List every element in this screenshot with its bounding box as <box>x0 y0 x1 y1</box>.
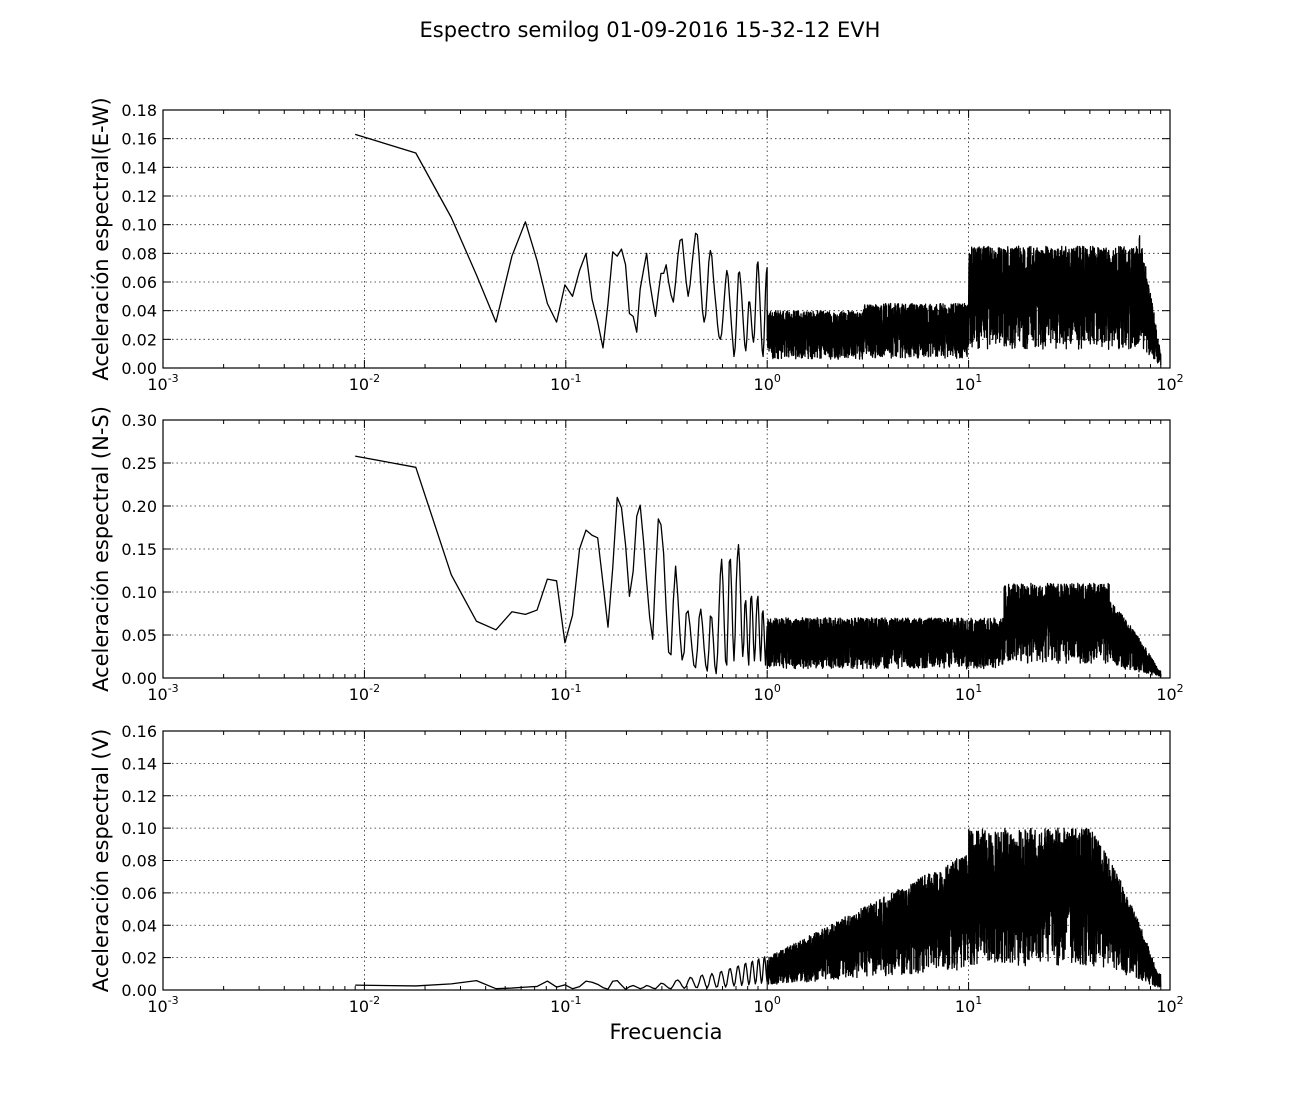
y-tick-label: 0.05 <box>121 626 157 645</box>
y-tick-label: 0.06 <box>121 273 157 292</box>
x-tick-label: 100 <box>754 994 781 1016</box>
spectrum-line <box>355 455 1162 678</box>
y-tick-label: 0.00 <box>121 359 157 378</box>
x-tick-label: 100 <box>754 372 781 394</box>
x-tick-label: 10-2 <box>349 372 380 394</box>
y-tick-label: 0.16 <box>121 722 157 741</box>
y-axis-label: Aceleración espectral (V) <box>89 729 113 993</box>
y-tick-label: 0.08 <box>121 244 157 263</box>
x-tick-label: 10-2 <box>349 682 380 704</box>
x-tick-label: 10-1 <box>550 372 581 394</box>
x-tick-label: 101 <box>955 994 982 1016</box>
y-tick-label: 0.02 <box>121 330 157 349</box>
x-tick-label: 100 <box>754 682 781 704</box>
x-tick-label: 101 <box>955 682 982 704</box>
y-tick-label: 0.02 <box>121 949 157 968</box>
axes-frame <box>162 419 1171 679</box>
y-tick-label: 0.00 <box>121 669 157 688</box>
x-axis-label: Frecuencia <box>610 1020 723 1044</box>
y-tick-label: 0.04 <box>121 916 157 935</box>
x-tick-label: 10-3 <box>147 994 178 1016</box>
x-tick-label: 10-3 <box>147 372 178 394</box>
y-tick-label: 0.12 <box>121 187 157 206</box>
y-tick-label: 0.00 <box>121 981 157 1000</box>
y-tick-label: 0.10 <box>121 216 157 235</box>
x-tick-label: 102 <box>1156 994 1183 1016</box>
y-tick-label: 0.06 <box>121 884 157 903</box>
axes-frame <box>162 730 1171 991</box>
y-axis-label: Aceleración espectral (N-S) <box>89 406 113 692</box>
figure-title: Espectro semilog 01-09-2016 15-32-12 EVH <box>420 18 881 42</box>
x-tick-label: 10-2 <box>349 994 380 1016</box>
y-tick-label: 0.12 <box>121 787 157 806</box>
y-tick-label: 0.04 <box>121 302 157 321</box>
y-tick-label: 0.14 <box>121 754 157 773</box>
x-tick-label: 10-1 <box>550 682 581 704</box>
y-tick-label: 0.08 <box>121 852 157 871</box>
y-tick-label: 0.30 <box>121 411 157 430</box>
x-tick-label: 101 <box>955 372 982 394</box>
y-tick-label: 0.15 <box>121 540 157 559</box>
y-tick-label: 0.10 <box>121 583 157 602</box>
spectrum-line <box>354 133 1162 366</box>
spectrum-line <box>355 827 1162 990</box>
y-tick-label: 0.25 <box>121 454 157 473</box>
y-tick-label: 0.14 <box>121 158 157 177</box>
x-tick-label: 102 <box>1156 682 1183 704</box>
y-tick-label: 0.18 <box>121 101 157 120</box>
subplot-panels: 10-3 10-2 10-1 100 101 102 0.00 0.02 0.04 0.06 0.0… <box>89 97 1184 1016</box>
subplot-2: 10-3 10-2 10-1 100 101 102 0.00 0.05 0.10 0.15 0.2… <box>89 406 1184 704</box>
subplot-3: 10-3 10-2 10-1 100 101 102 0.00 0.02 0.04 0.06 0.0… <box>89 722 1184 1016</box>
axes-frame <box>162 109 1171 369</box>
y-tick-label: 0.16 <box>121 130 157 149</box>
y-axis-label: Aceleración espectral(E-W) <box>89 97 113 380</box>
y-tick-label: 0.10 <box>121 819 157 838</box>
x-tick-label: 10-3 <box>147 682 178 704</box>
subplot-1: 10-3 10-2 10-1 100 101 102 0.00 0.02 0.04 0.06 0.0… <box>89 97 1184 394</box>
x-tick-label: 102 <box>1156 372 1183 394</box>
x-tick-label: 10-1 <box>550 994 581 1016</box>
y-tick-label: 0.20 <box>121 497 157 516</box>
